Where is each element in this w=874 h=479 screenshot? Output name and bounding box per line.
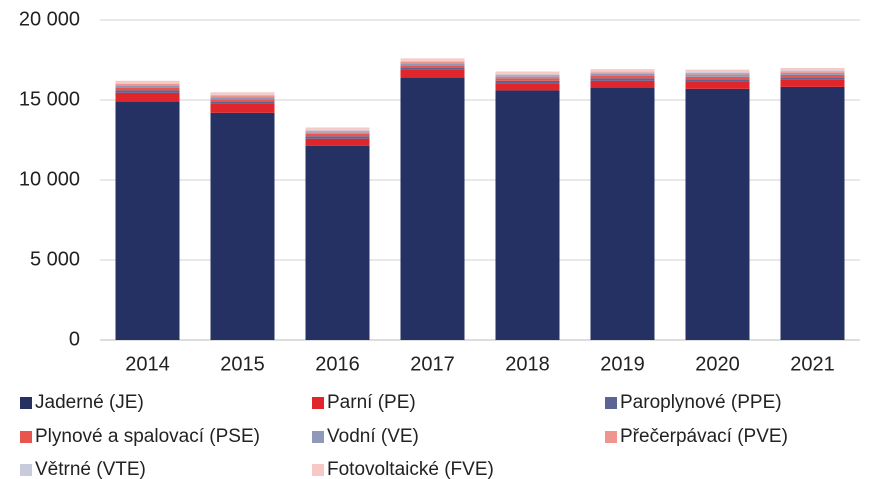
bar-segment bbox=[305, 136, 370, 139]
legend-label: Přečerpávací (PVE) bbox=[620, 426, 788, 447]
bar-segment bbox=[780, 77, 845, 80]
bar-segment bbox=[780, 68, 845, 71]
bar-segment bbox=[685, 76, 750, 80]
bar-segment bbox=[115, 84, 180, 86]
bar-segment bbox=[210, 101, 275, 104]
legend-swatch bbox=[312, 464, 324, 476]
bar-segment bbox=[115, 80, 180, 84]
bar-segment bbox=[305, 145, 370, 340]
legend-swatch bbox=[20, 431, 32, 443]
bar-segment bbox=[495, 83, 560, 91]
bar-segment bbox=[400, 60, 465, 62]
y-tick-label: 20 000 bbox=[19, 8, 80, 30]
bar-segment bbox=[685, 79, 750, 82]
bar-segment bbox=[495, 80, 560, 84]
bar-segment bbox=[590, 78, 655, 81]
legend-label: Jaderné (JE) bbox=[35, 392, 144, 413]
bar-segment bbox=[780, 79, 845, 87]
legend-label: Fotovoltaické (FVE) bbox=[327, 459, 494, 479]
bar-segment bbox=[115, 88, 180, 91]
y-tick-label: 5 000 bbox=[30, 248, 80, 270]
bar-segment bbox=[115, 101, 180, 340]
legend-swatch bbox=[20, 464, 32, 476]
bar-segment bbox=[685, 88, 750, 340]
x-tick-label: 2016 bbox=[315, 353, 360, 375]
x-tick-label: 2020 bbox=[695, 353, 740, 375]
x-tick-label: 2014 bbox=[125, 353, 170, 375]
bar-segment bbox=[305, 127, 370, 130]
bar-segment bbox=[685, 74, 750, 77]
legend-swatch bbox=[605, 431, 617, 443]
legend-label: Paroplynové (PPE) bbox=[620, 392, 782, 413]
bar-segment bbox=[590, 73, 655, 76]
bar-segment bbox=[400, 63, 465, 66]
bar-segment bbox=[495, 76, 560, 79]
bar-segment bbox=[115, 90, 180, 93]
bar-segment bbox=[590, 72, 655, 74]
legend-swatch bbox=[312, 397, 324, 409]
y-tick-label: 10 000 bbox=[19, 168, 80, 190]
bar-segment bbox=[305, 133, 370, 137]
bar-segment bbox=[305, 132, 370, 134]
bar-segment bbox=[400, 65, 465, 68]
bar-segment bbox=[495, 73, 560, 75]
bar-segment bbox=[590, 88, 655, 340]
bar-segment bbox=[305, 129, 370, 131]
bar-segment bbox=[400, 77, 465, 340]
legend-label: Větrné (VTE) bbox=[35, 459, 146, 479]
bar-segment bbox=[400, 61, 465, 64]
bar-segment bbox=[400, 58, 465, 61]
y-tick-label: 15 000 bbox=[19, 88, 80, 110]
bar-segment bbox=[210, 103, 275, 113]
bar-segment bbox=[115, 85, 180, 88]
bar-segment bbox=[685, 72, 750, 73]
bar-segment bbox=[400, 69, 465, 78]
bar-segment bbox=[780, 86, 845, 340]
bar-segment bbox=[210, 99, 275, 102]
x-tick-label: 2017 bbox=[410, 353, 455, 375]
bar-segment bbox=[115, 92, 180, 102]
bar-segment bbox=[590, 80, 655, 88]
legend-swatch bbox=[312, 431, 324, 443]
bar-segment bbox=[590, 76, 655, 79]
legend-label: Parní (PE) bbox=[327, 392, 416, 413]
bar-segment bbox=[210, 94, 275, 96]
bar-segment bbox=[780, 71, 845, 73]
y-tick-label: 0 bbox=[69, 328, 80, 350]
bar-segment bbox=[685, 72, 750, 75]
bar-segment bbox=[590, 69, 655, 72]
bar-segment bbox=[495, 90, 560, 341]
legend-swatch bbox=[20, 397, 32, 409]
bar-segment bbox=[685, 69, 750, 72]
bar-segment bbox=[115, 83, 180, 84]
bar-segment bbox=[210, 112, 275, 340]
bar-segment bbox=[780, 74, 845, 78]
bar-segment bbox=[495, 74, 560, 77]
bar-segment bbox=[780, 72, 845, 75]
bar-segment bbox=[210, 92, 275, 95]
x-tick-label: 2021 bbox=[790, 353, 835, 375]
bar-segment bbox=[780, 70, 845, 72]
bar-segment bbox=[400, 68, 465, 70]
x-tick-label: 2015 bbox=[220, 353, 265, 375]
bar-segment bbox=[210, 95, 275, 98]
bar-segment bbox=[495, 78, 560, 81]
bar-segment bbox=[305, 130, 370, 133]
x-tick-label: 2018 bbox=[505, 353, 550, 375]
legend-label: Plynové a spalovací (PSE) bbox=[35, 426, 260, 447]
legend-swatch bbox=[605, 397, 617, 409]
bar-segment bbox=[685, 81, 750, 89]
bar-segment bbox=[305, 138, 370, 146]
legend-label: Vodní (VE) bbox=[327, 426, 419, 447]
bar-segment bbox=[590, 71, 655, 73]
bar-segment bbox=[495, 71, 560, 74]
bar-segment bbox=[210, 97, 275, 100]
x-tick-label: 2019 bbox=[600, 353, 645, 375]
